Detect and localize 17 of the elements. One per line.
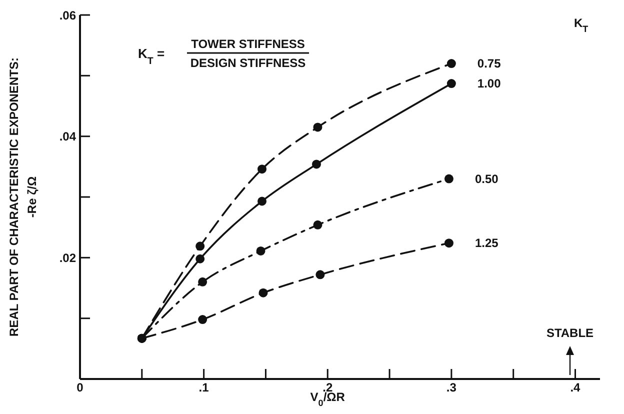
annotation: K$_{T}$ = xyxy=(138,46,165,66)
series-label: 0.75 xyxy=(477,56,502,71)
annotation: TOWER STIFFNESS xyxy=(191,37,305,51)
annotation: STABLE xyxy=(546,326,594,340)
y-axis-title: REAL PART OF CHARACTERISTIC EXPONENTS: -Re ζ/Ω xyxy=(7,58,39,336)
x-tick-label: .4 xyxy=(570,380,581,395)
x-tick-label: .1 xyxy=(198,380,210,395)
x-tick-label: 0 xyxy=(76,380,84,395)
y-tick-label: .06 xyxy=(59,8,76,22)
annotation: DESIGN STIFFNESS xyxy=(190,56,306,70)
x-tick-label: .3 xyxy=(446,380,457,395)
y-tick-label: .02 xyxy=(59,250,76,265)
series-label: 0.50 xyxy=(474,172,499,186)
series-label: 1.25 xyxy=(474,236,499,250)
series-label: 1.00 xyxy=(477,76,502,91)
legend-title: K$_{T}$ xyxy=(574,16,589,34)
y-tick-label: .04 xyxy=(59,130,76,144)
